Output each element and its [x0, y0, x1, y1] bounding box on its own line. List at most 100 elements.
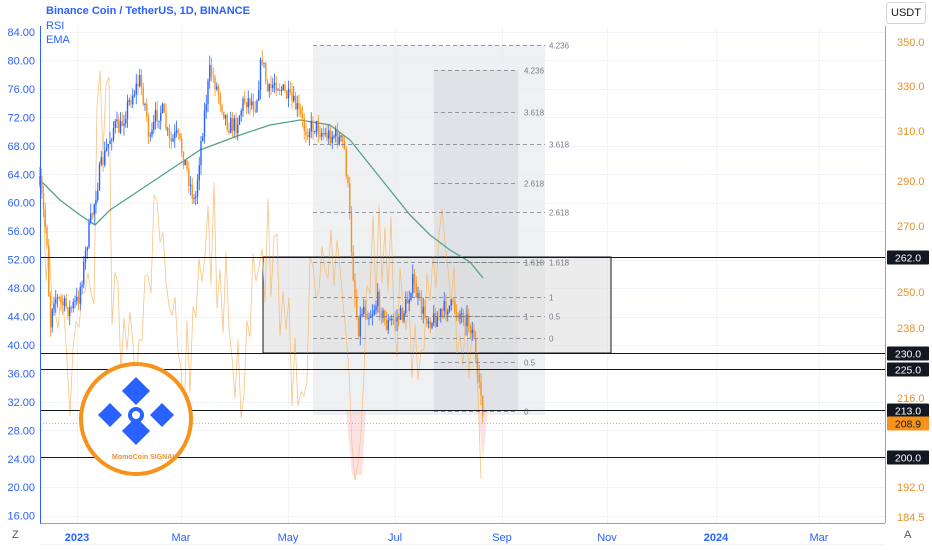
candle-body	[268, 84, 270, 92]
left-axis-tick: 32.00	[7, 397, 35, 409]
candle-body	[259, 59, 262, 91]
candle-body	[436, 316, 438, 327]
candle-body	[291, 92, 293, 101]
fib-label-1: 0	[549, 335, 554, 344]
left-axis-tick: 28.00	[7, 425, 35, 437]
candle-body	[56, 297, 59, 300]
candle-body	[294, 95, 297, 110]
auto-scale-button[interactable]: A	[904, 529, 912, 541]
timezone-button[interactable]: Z	[12, 529, 19, 541]
candle-body	[207, 80, 209, 105]
candle-body	[60, 298, 62, 302]
left-axis-tick: 52.00	[7, 255, 35, 267]
candle-body	[258, 90, 260, 101]
candle-body	[212, 76, 214, 78]
fib-label-2: 0	[524, 408, 529, 417]
candle-body	[265, 62, 267, 82]
candle-body	[476, 357, 479, 375]
right-axis[interactable]: 350.0 330.0 310.0 290.0 270.0 250.0 238.0 216.0…	[885, 26, 925, 524]
candle-body	[175, 129, 178, 133]
candle-body	[219, 94, 221, 105]
last-price-label: 208.9	[895, 419, 921, 431]
candle-body	[147, 116, 150, 137]
candle-body	[181, 139, 183, 153]
time-axis-label: Sep	[492, 532, 512, 544]
candle-body	[244, 98, 246, 103]
candle-body	[261, 59, 263, 64]
candle-body	[405, 299, 407, 313]
candle-body	[350, 213, 353, 253]
indicator-ema-label[interactable]: EMA	[46, 34, 70, 46]
time-axis-label: Jul	[388, 532, 402, 544]
candle-body	[328, 130, 330, 139]
candle-body	[154, 109, 157, 122]
candle-body	[384, 310, 386, 320]
candle-body	[270, 84, 272, 88]
candle-body	[441, 308, 444, 311]
candle-body	[389, 319, 391, 321]
candle-body	[41, 176, 43, 194]
candle-body	[317, 121, 319, 134]
right-axis-tick: 330.0	[897, 81, 925, 93]
left-axis-tick: 48.00	[7, 283, 35, 295]
candle-body	[368, 317, 370, 320]
candle-body	[70, 307, 73, 309]
currency-button[interactable]: USDT	[886, 2, 926, 24]
candle-body	[354, 280, 356, 299]
candle-body	[408, 299, 410, 304]
candle-body	[440, 308, 442, 317]
candle-body	[123, 123, 125, 126]
candle-body	[84, 250, 87, 262]
candle-body	[424, 306, 426, 318]
candle-body	[240, 110, 242, 116]
candle-body	[161, 103, 164, 113]
candle-body	[81, 284, 83, 288]
candle-body	[272, 85, 274, 88]
time-axis[interactable]: 2023 Mar May Jul Sep Nov 2024 Mar	[40, 523, 885, 545]
candle-body	[125, 119, 127, 124]
time-axis-label: Mar	[810, 532, 829, 544]
candle-body	[412, 274, 414, 294]
candle-body	[338, 136, 340, 145]
candle-body	[102, 157, 104, 165]
candle-body	[305, 131, 307, 136]
candle-body	[160, 112, 162, 121]
candle-body	[275, 83, 277, 91]
candle-body	[112, 127, 115, 140]
candle-body	[105, 147, 108, 151]
candle-body	[195, 196, 197, 198]
candle-body	[104, 150, 106, 165]
candle-body	[156, 109, 158, 122]
candle-body	[133, 94, 136, 96]
candle-body	[396, 317, 398, 322]
level-label: 200.0	[895, 453, 921, 465]
candle-body	[193, 197, 195, 199]
rsi-oversold-fill	[478, 410, 488, 460]
left-axis-tick: 36.00	[7, 368, 35, 380]
fib-label-1: 1.618	[549, 259, 570, 268]
candle-body	[223, 111, 225, 119]
candle-body	[347, 176, 349, 184]
level-label-bg	[887, 450, 929, 465]
logo-diamond-top	[122, 377, 150, 405]
candle-body	[321, 132, 323, 137]
candle-body	[359, 315, 361, 337]
candle-body	[95, 199, 97, 205]
candle-body	[58, 297, 60, 299]
right-axis-tick: 250.0	[897, 287, 925, 299]
candle-body	[86, 247, 88, 251]
fib-label-1: 0.5	[549, 313, 561, 322]
candle-body	[287, 89, 290, 99]
candle-body	[363, 306, 365, 315]
candle-body	[336, 128, 339, 145]
candle-body	[205, 104, 207, 112]
fib-label-1: 2.618	[549, 209, 570, 218]
candle-body	[419, 293, 421, 297]
level-label: 213.0	[895, 406, 921, 418]
indicator-rsi-label[interactable]: RSI	[46, 20, 65, 32]
candle-body	[53, 303, 55, 310]
left-axis-tick: 24.00	[7, 454, 35, 466]
candle-body	[480, 381, 482, 396]
level-label: 225.0	[895, 365, 921, 377]
